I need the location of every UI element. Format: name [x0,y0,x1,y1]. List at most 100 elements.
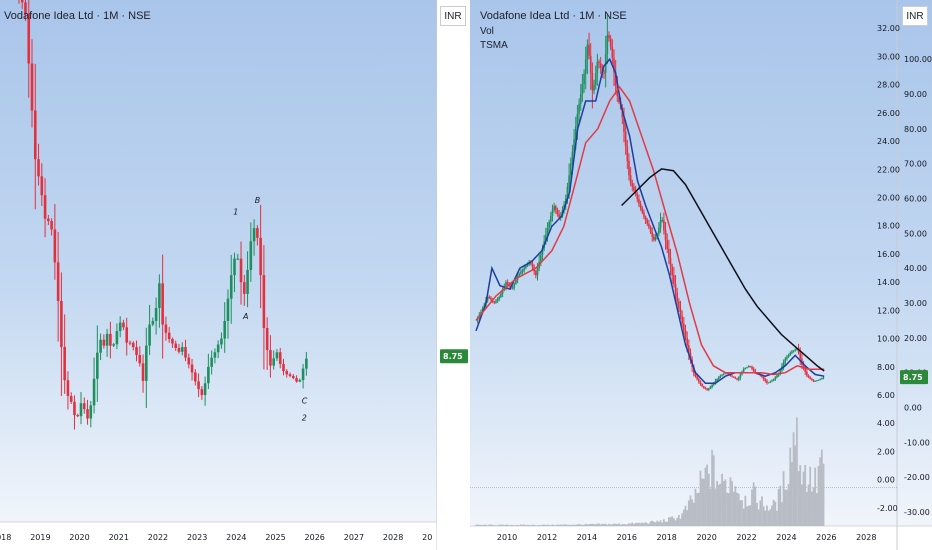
left-candle-37 [138,355,142,364]
volume-bar-177 [769,509,772,526]
left-wave-label-4: 2 [302,413,307,422]
left-candle-20 [82,403,86,410]
right-candle-38 [540,254,542,262]
right-candle-47 [554,206,557,211]
left-candle-75 [262,275,266,329]
right-candle-148 [722,373,725,375]
right-currency-button[interactable]: INR [902,6,928,26]
volume-bar-188 [787,484,790,526]
right-candle-23 [515,279,517,284]
left-time-tick-label-9: 2027 [344,533,364,542]
left-price-axis-background [437,0,470,550]
volume-bar-85 [616,524,619,526]
right-price-tick-label-0: 100.00 [904,55,932,64]
right-candle-92 [629,175,632,184]
right-candle-189 [791,351,793,353]
left-price-tick-label: 22.00 [877,165,900,174]
volume-bar-12 [495,525,497,526]
right-candle-93 [631,183,634,187]
volume-bar-30 [524,525,527,526]
left-candle-88 [305,358,308,369]
right-candle-46 [553,206,555,211]
volume-bar-49 [556,524,559,526]
right-candle-188 [789,352,792,355]
right-candle-120 [676,292,678,302]
right-time-tick-label-1: 2012 [537,533,557,542]
left-candle-81 [282,363,285,372]
volume-bar-56 [568,524,571,526]
volume-bar-190 [791,461,793,526]
volume-bar-185 [782,471,785,526]
left-candle-42 [154,308,158,321]
right-candle-106 [653,236,655,240]
left-price-tick-label: 26.00 [877,109,900,118]
volume-bar-175 [766,505,768,526]
right-candle-22 [513,283,516,288]
volume-bar-58 [571,524,574,526]
right-candle-96 [636,194,639,200]
volume-bar-189 [789,447,792,526]
left-candle-49 [177,348,181,352]
volume-bar-28 [521,524,524,526]
left-candle-3 [27,14,31,64]
volume-bar-81 [609,524,612,526]
right-candle-186 [786,356,788,359]
left-candle-26 [102,339,106,346]
right-candle-136 [702,386,705,388]
right-time-tick-label-8: 2026 [816,533,836,542]
right-candle-179 [774,377,777,380]
left-candle-33 [125,327,129,343]
right-candle-60 [576,113,579,127]
left-price-tick-label: 20.00 [877,194,900,203]
volume-bar-44 [548,525,551,526]
volume-bar-76 [601,523,604,526]
right-candle-107 [654,236,657,240]
volume-bar-146 [717,484,720,526]
volume-bar-77 [603,523,605,526]
volume-bar-167 [752,482,755,526]
right-candle-137 [704,387,707,389]
volume-bar-43 [546,524,549,526]
volume-bar-122 [677,515,680,526]
volume-bar-207 [819,457,822,526]
left-currency-button[interactable]: INR [440,6,466,26]
right-candle-200 [809,377,812,379]
vol-indicator-label[interactable]: Vol [480,26,494,37]
volume-bar-96 [634,522,637,526]
left-candle-78 [272,358,275,366]
left-candle-6 [37,159,40,177]
right-candle-89 [624,131,627,147]
volume-bar-192 [794,445,797,526]
volume-bar-29 [523,524,526,526]
volume-bar-135 [699,470,702,526]
right-price-tick-label-10: 0.00 [904,404,922,413]
left-candle-72 [252,228,256,242]
volume-bar-193 [796,417,798,526]
right-candle-177 [771,380,773,382]
volume-bar-75 [599,524,602,526]
volume-bar-40 [541,524,544,526]
volume-bar-168 [754,486,757,526]
right-candle-69 [591,73,594,91]
right-candle-161 [744,368,747,370]
left-chart-title: Vodafone Idea Ltd · 1M · NSE [4,10,151,22]
left-candle-17 [73,401,76,416]
volume-bar-104 [648,523,650,526]
right-candle-111 [661,220,664,222]
volume-bar-179 [772,499,775,526]
volume-bar-27 [519,524,522,526]
volume-bar-123 [679,518,682,526]
left-candle-39 [145,345,148,381]
tsma-indicator-label[interactable]: TSMA [480,40,508,51]
volume-bar-197 [802,471,805,526]
volume-bar-72 [594,524,597,526]
volume-bar-95 [633,524,635,526]
right-candle-100 [643,212,645,217]
right-candle-103 [648,223,650,228]
right-candle-144 [716,378,718,381]
right-candle-166 [752,368,755,371]
right-candle-66 [586,44,589,60]
left-candle-22 [89,405,93,419]
volume-bar-54 [564,524,567,526]
left-time-tick-label-11: 20 [422,533,432,542]
